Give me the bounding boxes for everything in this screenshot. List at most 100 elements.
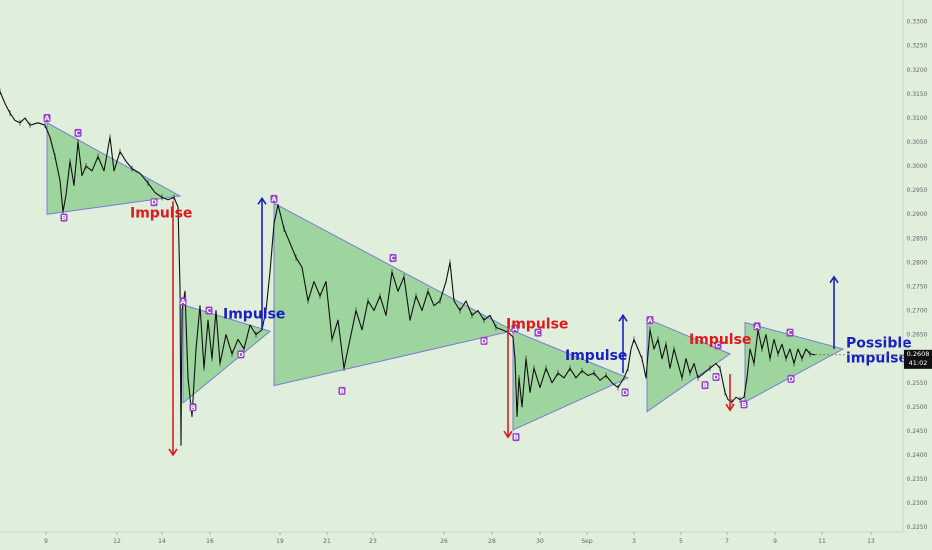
price-tick-label: 0.3200 — [907, 67, 928, 74]
price-tick-label: 0.2350 — [907, 476, 928, 483]
price-tick-label: 0.2950 — [907, 187, 928, 194]
price-tick-label: 0.2450 — [907, 428, 928, 435]
time-tick-label: 9 — [44, 538, 48, 545]
time-tick-label: 3 — [632, 538, 636, 545]
point-label-c: C — [389, 254, 397, 263]
point-label-d: D — [480, 336, 488, 345]
time-tick-label: 23 — [369, 538, 377, 545]
current-price-badge-bg — [904, 349, 932, 369]
svg-text:D: D — [713, 373, 719, 381]
point-label-b: B — [701, 381, 709, 390]
price-tick-label: 0.2400 — [907, 452, 928, 459]
time-tick-label: 13 — [867, 538, 875, 545]
point-label-c: C — [786, 328, 794, 337]
svg-text:B: B — [61, 214, 66, 222]
svg-text:B: B — [190, 404, 195, 412]
point-label-a: A — [270, 194, 278, 203]
price-tick-label: 0.3100 — [907, 115, 928, 122]
impulse-arrow-6 — [829, 275, 839, 350]
time-tick-label: 14 — [158, 538, 166, 545]
price-series — [0, 88, 816, 446]
point-label-a: A — [511, 324, 519, 333]
impulse-arrow-5 — [725, 374, 735, 412]
price-tick-label: 0.2850 — [907, 235, 928, 242]
abcd-point-labels: A B C D A B C D A B C D A B C D A B C D A B C D — [43, 113, 795, 442]
price-tick-label: 0.2700 — [907, 308, 928, 315]
time-tick-label: 12 — [113, 538, 121, 545]
svg-text:C: C — [715, 342, 720, 350]
point-label-c: C — [205, 306, 213, 315]
time-tick-label: 7 — [725, 538, 729, 545]
time-tick-label: 28 — [488, 538, 496, 545]
triangle-pattern-3 — [273, 202, 515, 387]
price-tick-label: 0.2750 — [907, 283, 928, 290]
impulse-annotation-2: Impulse — [223, 307, 285, 323]
point-label-a: A — [179, 297, 187, 306]
point-label-c: C — [534, 328, 542, 337]
triangle-pattern-2 — [182, 304, 272, 405]
time-tick-label: Sep — [581, 538, 593, 545]
price-tick-label: 0.3150 — [907, 91, 928, 98]
time-tick-label: 16 — [206, 538, 214, 545]
impulse-arrow-1 — [168, 201, 178, 457]
svg-text:B: B — [741, 401, 746, 409]
point-label-d: D — [787, 374, 795, 383]
svg-text:A: A — [271, 195, 277, 203]
impulse-annotation-6: Possible impulse — [846, 336, 912, 367]
svg-text:C: C — [535, 329, 540, 337]
time-tick-label: 19 — [276, 538, 284, 545]
point-label-b: B — [512, 433, 520, 442]
time-tick-label: 30 — [536, 538, 544, 545]
time-tick-label: 9 — [773, 538, 777, 545]
impulse-annotation-5: Impulse — [689, 332, 751, 348]
svg-text:C: C — [390, 255, 395, 263]
point-label-a: A — [43, 113, 51, 122]
price-tick-label: 0.3050 — [907, 139, 928, 146]
svg-text:A: A — [647, 317, 653, 325]
svg-text:C: C — [75, 129, 80, 137]
impulse-arrow-4 — [618, 313, 628, 374]
point-label-d: D — [712, 372, 720, 381]
price-tick-label: 0.2800 — [907, 259, 928, 266]
price-tick-label: 0.2550 — [907, 380, 928, 387]
svg-text:B: B — [339, 387, 344, 395]
svg-text:C: C — [206, 307, 211, 315]
current-price-label: 0.2608 — [907, 350, 930, 358]
impulse-annotation-3: Impulse — [506, 316, 568, 332]
svg-text:B: B — [702, 382, 707, 390]
time-tick-label: 5 — [679, 538, 683, 545]
price-tick-label: 0.3300 — [907, 19, 928, 26]
time-tick-label: 21 — [323, 538, 331, 545]
svg-text:A: A — [44, 114, 50, 122]
svg-text:C: C — [787, 329, 792, 337]
point-label-d: D — [237, 350, 245, 359]
price-tick-label: 0.2650 — [907, 332, 928, 339]
impulse-annotation-4: Impulse — [565, 348, 627, 364]
svg-text:A: A — [512, 325, 518, 333]
point-label-a: A — [646, 316, 654, 325]
impulse-arrow-3 — [503, 328, 513, 439]
point-label-d: D — [150, 198, 158, 207]
svg-text:D: D — [788, 375, 794, 383]
svg-text:D: D — [151, 199, 157, 207]
price-tick-label: 0.2500 — [907, 404, 928, 411]
impulse-arrow-2 — [257, 196, 267, 330]
point-label-b: B — [740, 400, 748, 409]
point-label-b: B — [60, 213, 68, 222]
triangle-pattern-4 — [512, 330, 630, 431]
svg-text:A: A — [754, 323, 760, 331]
price-line — [0, 91, 816, 446]
price-tick-label: 0.2300 — [907, 500, 928, 507]
point-label-b: B — [338, 386, 346, 395]
svg-text:D: D — [622, 389, 628, 397]
time-axis[interactable]: 9 12 14 16 19 21 23 26 28 30 Sep 3 5 7 9 11 13 — [44, 532, 875, 545]
point-label-c: C — [714, 341, 722, 350]
svg-text:B: B — [513, 434, 518, 442]
price-axis[interactable]: 0.3300 0.3250 0.3200 0.3150 0.3100 0.3050 0.30… — [907, 19, 928, 532]
svg-text:A: A — [180, 298, 186, 306]
point-label-a: A — [753, 322, 761, 331]
svg-text:D: D — [238, 351, 244, 359]
bar-countdown-label: 41:02 — [909, 359, 928, 367]
